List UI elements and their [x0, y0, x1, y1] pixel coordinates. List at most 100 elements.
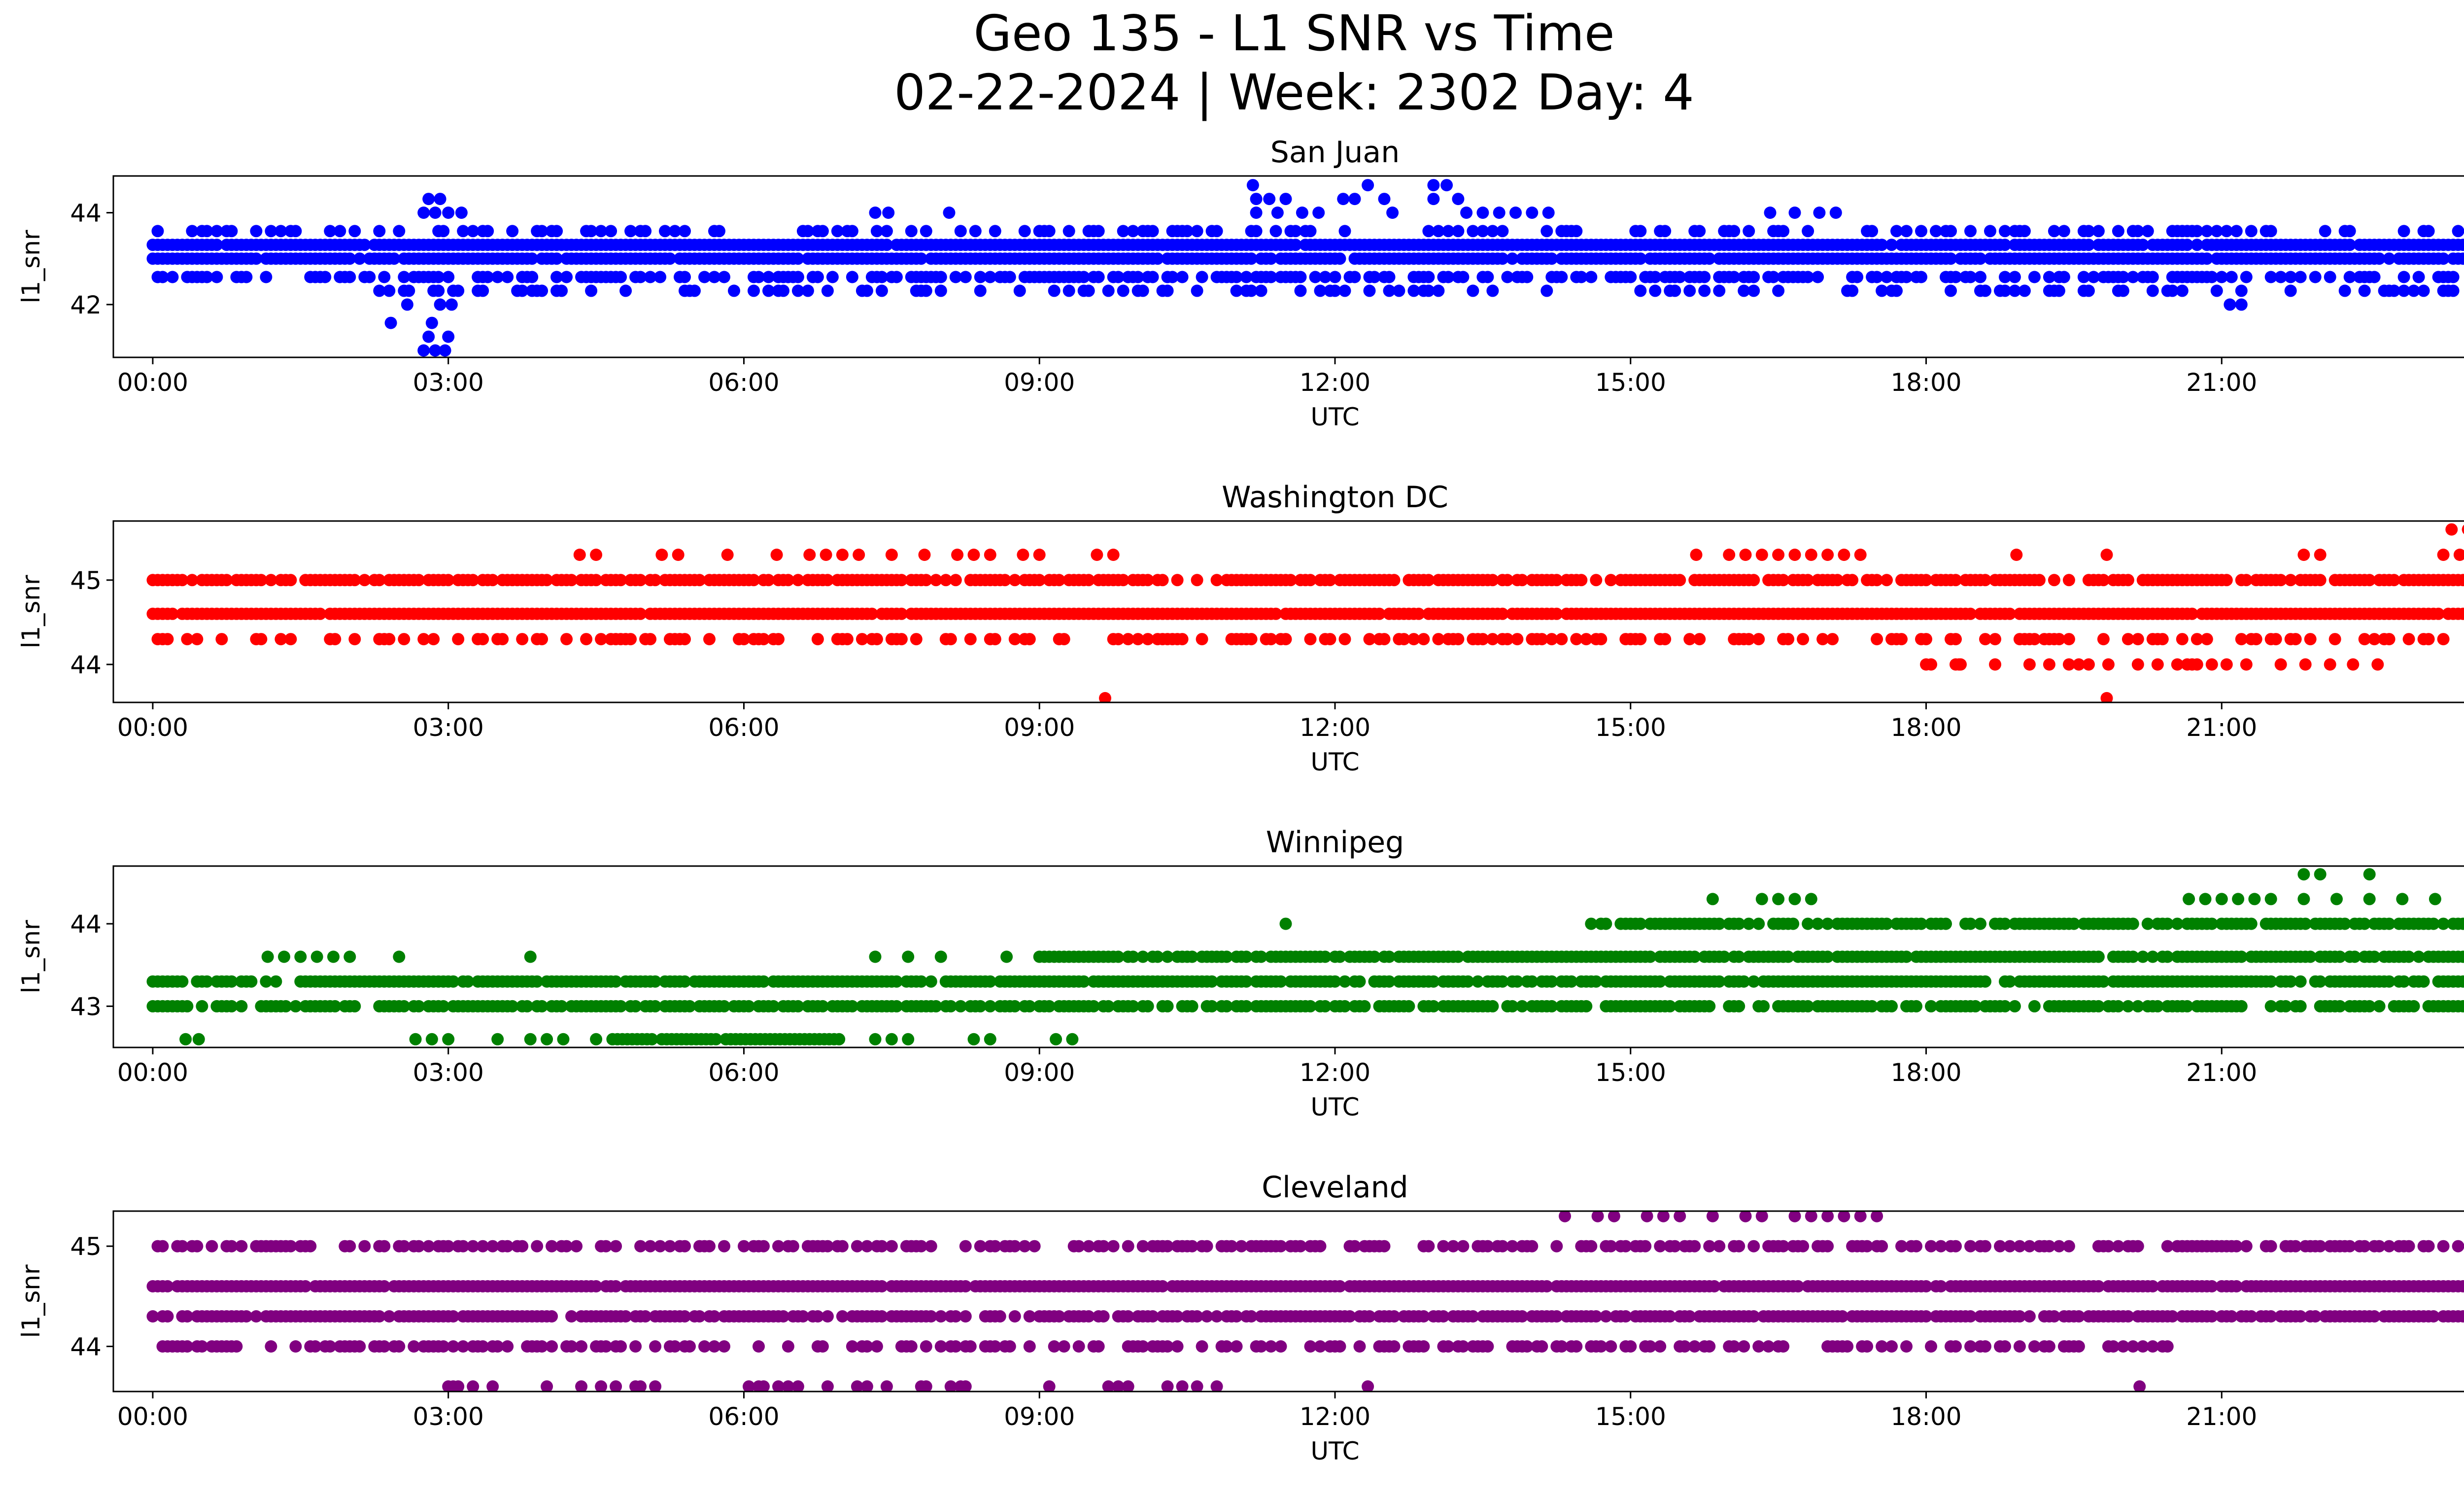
data-point	[1339, 225, 1351, 237]
data-point	[1093, 271, 1105, 283]
data-point	[2290, 633, 2302, 645]
data-point	[393, 951, 405, 963]
data-point	[624, 633, 637, 645]
data-point	[2403, 1240, 2415, 1253]
x-tick-label: 12:00	[1300, 713, 1370, 742]
data-point	[1772, 284, 1784, 297]
data-point	[2112, 225, 2124, 237]
data-point	[1191, 225, 1203, 237]
data-point	[2329, 633, 2341, 645]
data-point	[546, 1310, 558, 1323]
data-point	[846, 271, 858, 283]
data-point	[703, 1240, 716, 1253]
data-point	[920, 225, 932, 237]
data-point	[383, 633, 395, 645]
data-point	[531, 1240, 543, 1253]
data-point	[1915, 271, 1927, 283]
data-point	[2363, 868, 2376, 880]
data-point	[2232, 893, 2244, 905]
data-point	[792, 271, 804, 283]
data-point	[1747, 1240, 1760, 1253]
data-point	[989, 225, 1001, 237]
data-point	[2009, 1000, 2021, 1012]
data-point	[455, 207, 468, 219]
data-point	[1107, 549, 1120, 561]
data-point	[2235, 1000, 2248, 1012]
data-point	[1756, 549, 1768, 561]
data-point	[833, 1033, 845, 1045]
data-point	[876, 284, 888, 297]
data-point	[417, 207, 430, 219]
data-point	[920, 284, 932, 297]
x-tick-label: 21:00	[2186, 368, 2257, 397]
data-point	[235, 1240, 247, 1253]
data-point	[881, 225, 893, 237]
data-point	[968, 549, 980, 561]
data-point	[2452, 1240, 2464, 1253]
data-point	[1162, 1000, 1174, 1012]
x-tick-label: 03:00	[413, 1058, 484, 1087]
data-point	[1137, 284, 1149, 297]
data-point	[1024, 633, 1036, 645]
data-point	[2083, 659, 2095, 671]
data-point	[1211, 225, 1223, 237]
x-tick-label: 15:00	[1595, 368, 1666, 397]
data-point	[442, 331, 454, 343]
data-point	[1555, 633, 1568, 645]
data-point	[2048, 574, 2060, 586]
data-point	[289, 225, 302, 237]
data-point	[1900, 225, 1913, 237]
data-point	[1830, 207, 1842, 219]
data-point	[1925, 659, 1937, 671]
data-point	[329, 633, 341, 645]
data-point	[2359, 284, 2371, 297]
data-point	[585, 284, 597, 297]
data-point	[1964, 225, 1977, 237]
data-point	[1723, 549, 1735, 561]
data-point	[861, 284, 873, 297]
data-point	[841, 633, 854, 645]
data-point	[2221, 574, 2233, 586]
data-point	[777, 284, 789, 297]
data-point	[311, 951, 323, 963]
data-point	[1915, 225, 1927, 237]
data-point	[501, 271, 513, 283]
data-point	[255, 633, 267, 645]
x-tick-label: 21:00	[2186, 713, 2257, 742]
data-point	[2122, 574, 2134, 586]
data-point	[1979, 1240, 1991, 1253]
data-point	[1091, 549, 1103, 561]
data-point	[2299, 659, 2312, 671]
data-point	[950, 574, 962, 586]
data-point	[1509, 207, 1522, 219]
x-tick-label: 12:00	[1300, 368, 1370, 397]
data-point	[1102, 284, 1115, 297]
data-point	[1417, 633, 1430, 645]
data-point	[1386, 207, 1399, 219]
data-point	[2368, 271, 2381, 283]
x-tick-label: 09:00	[1004, 1058, 1075, 1087]
data-point	[422, 193, 435, 205]
data-point	[886, 549, 898, 561]
data-point	[1747, 271, 1760, 283]
data-point	[1600, 918, 1612, 930]
data-point	[1383, 271, 1396, 283]
data-point	[1334, 252, 1346, 265]
x-tick-label: 12:00	[1300, 1058, 1370, 1087]
y-tick-label: 44	[70, 651, 102, 679]
data-point	[442, 271, 454, 283]
data-point	[655, 549, 668, 561]
data-point	[429, 207, 442, 219]
data-point	[869, 1033, 882, 1045]
data-point	[1493, 207, 1506, 219]
data-point	[2191, 659, 2203, 671]
data-point	[1910, 1240, 1922, 1253]
data-point	[1659, 225, 1671, 237]
data-point	[2347, 659, 2359, 671]
data-point	[1674, 574, 1686, 586]
data-point	[1066, 1033, 1078, 1045]
data-point	[2297, 868, 2310, 880]
data-point	[2127, 918, 2139, 930]
y-tick-label: 44	[70, 910, 102, 939]
data-point	[2235, 298, 2248, 311]
